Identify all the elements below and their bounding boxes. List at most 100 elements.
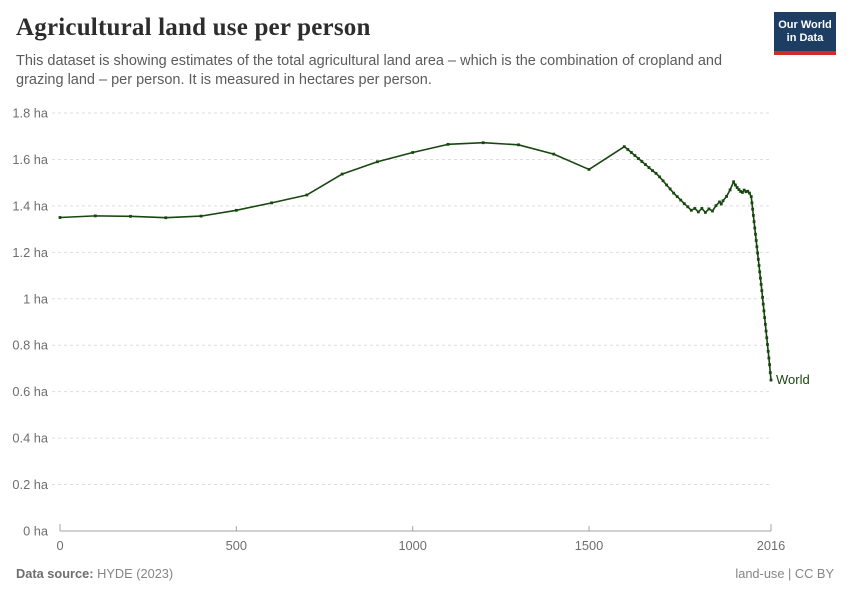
data-point[interactable]	[718, 200, 721, 204]
x-axis-tick-label: 1500	[575, 538, 603, 553]
data-point[interactable]	[711, 209, 714, 213]
data-point[interactable]	[767, 356, 771, 360]
series-line[interactable]	[59, 141, 772, 381]
data-point[interactable]	[700, 207, 704, 210]
data-point[interactable]	[749, 195, 753, 198]
data-point[interactable]	[751, 207, 755, 211]
data-point[interactable]	[721, 199, 725, 203]
chart-title: Agricultural land use per person	[16, 14, 371, 41]
data-point[interactable]	[693, 207, 697, 210]
data-point[interactable]	[704, 210, 707, 214]
y-axis-tick-label: 0.2 ha	[12, 477, 48, 492]
data-point[interactable]	[446, 142, 450, 146]
data-point[interactable]	[761, 295, 764, 299]
data-point[interactable]	[756, 257, 760, 261]
data-point[interactable]	[759, 276, 762, 280]
data-point[interactable]	[633, 154, 637, 157]
data-point[interactable]	[758, 270, 762, 274]
data-point[interactable]	[754, 232, 757, 236]
data-point[interactable]	[340, 172, 344, 176]
data-point[interactable]	[679, 198, 683, 202]
data-point[interactable]	[742, 188, 746, 192]
data-point[interactable]	[744, 190, 748, 194]
data-point[interactable]	[686, 205, 690, 209]
data-point[interactable]	[752, 220, 756, 224]
data-point[interactable]	[763, 322, 767, 326]
data-source: Data source: HYDE (2023)	[16, 566, 173, 581]
data-point[interactable]	[651, 169, 654, 172]
data-point[interactable]	[748, 191, 751, 195]
data-point[interactable]	[689, 208, 693, 212]
owid-logo[interactable]: Our World in Data	[774, 12, 836, 55]
data-point[interactable]	[753, 226, 757, 230]
data-point[interactable]	[587, 168, 591, 171]
data-point[interactable]	[766, 349, 770, 353]
data-point[interactable]	[754, 239, 758, 242]
data-point[interactable]	[763, 316, 767, 319]
data-point[interactable]	[626, 148, 630, 151]
data-point[interactable]	[164, 216, 168, 220]
data-point[interactable]	[622, 145, 626, 149]
data-point[interactable]	[725, 194, 728, 198]
data-point[interactable]	[733, 183, 737, 187]
data-point[interactable]	[517, 143, 520, 147]
data-point[interactable]	[665, 183, 669, 187]
owid-logo-line2: in Data	[786, 32, 824, 44]
data-point[interactable]	[764, 329, 768, 333]
data-point[interactable]	[58, 216, 62, 219]
x-axis-tick-label: 0	[56, 538, 63, 553]
data-point[interactable]	[199, 214, 203, 218]
data-point[interactable]	[719, 202, 723, 206]
data-point[interactable]	[737, 188, 741, 192]
data-point[interactable]	[481, 141, 485, 145]
data-point[interactable]	[757, 264, 761, 267]
data-point[interactable]	[765, 336, 769, 340]
data-point[interactable]	[661, 179, 665, 183]
data-point[interactable]	[746, 189, 750, 193]
data-point[interactable]	[741, 191, 744, 194]
data-point[interactable]	[762, 309, 766, 313]
data-point[interactable]	[714, 204, 718, 208]
data-point[interactable]	[707, 207, 711, 211]
data-point[interactable]	[644, 163, 647, 166]
data-point[interactable]	[305, 193, 309, 197]
data-point[interactable]	[647, 166, 651, 169]
data-point[interactable]	[668, 187, 672, 191]
data-point[interactable]	[629, 151, 633, 154]
data-point[interactable]	[654, 171, 658, 175]
data-point[interactable]	[750, 201, 754, 205]
data-point[interactable]	[270, 201, 274, 205]
data-point[interactable]	[636, 157, 640, 160]
data-point[interactable]	[675, 195, 679, 198]
data-point[interactable]	[640, 160, 644, 163]
data-point[interactable]	[93, 214, 97, 218]
data-point[interactable]	[411, 151, 415, 154]
data-point[interactable]	[760, 289, 764, 293]
data-point[interactable]	[552, 152, 556, 156]
data-point[interactable]	[234, 208, 238, 212]
data-point[interactable]	[768, 363, 771, 367]
data-point[interactable]	[696, 210, 700, 214]
data-point[interactable]	[756, 251, 759, 255]
data-point[interactable]	[751, 214, 755, 217]
x-axis-tick-label: 500	[226, 538, 247, 553]
data-point[interactable]	[761, 302, 765, 306]
data-point[interactable]	[672, 191, 676, 195]
data-point[interactable]	[766, 343, 769, 346]
data-point[interactable]	[376, 160, 379, 164]
license-link[interactable]: land-use | CC BY	[735, 566, 834, 581]
data-point[interactable]	[682, 202, 686, 205]
data-point[interactable]	[728, 188, 732, 192]
data-point[interactable]	[735, 186, 739, 189]
data-point[interactable]	[768, 371, 772, 375]
data-point[interactable]	[739, 190, 743, 193]
data-point[interactable]	[658, 175, 661, 179]
data-point[interactable]	[759, 282, 763, 286]
data-point[interactable]	[769, 378, 773, 382]
data-point[interactable]	[129, 214, 132, 218]
data-point[interactable]	[755, 245, 759, 249]
y-axis-tick-label: 0.6 ha	[12, 384, 48, 399]
data-point[interactable]	[732, 180, 736, 184]
